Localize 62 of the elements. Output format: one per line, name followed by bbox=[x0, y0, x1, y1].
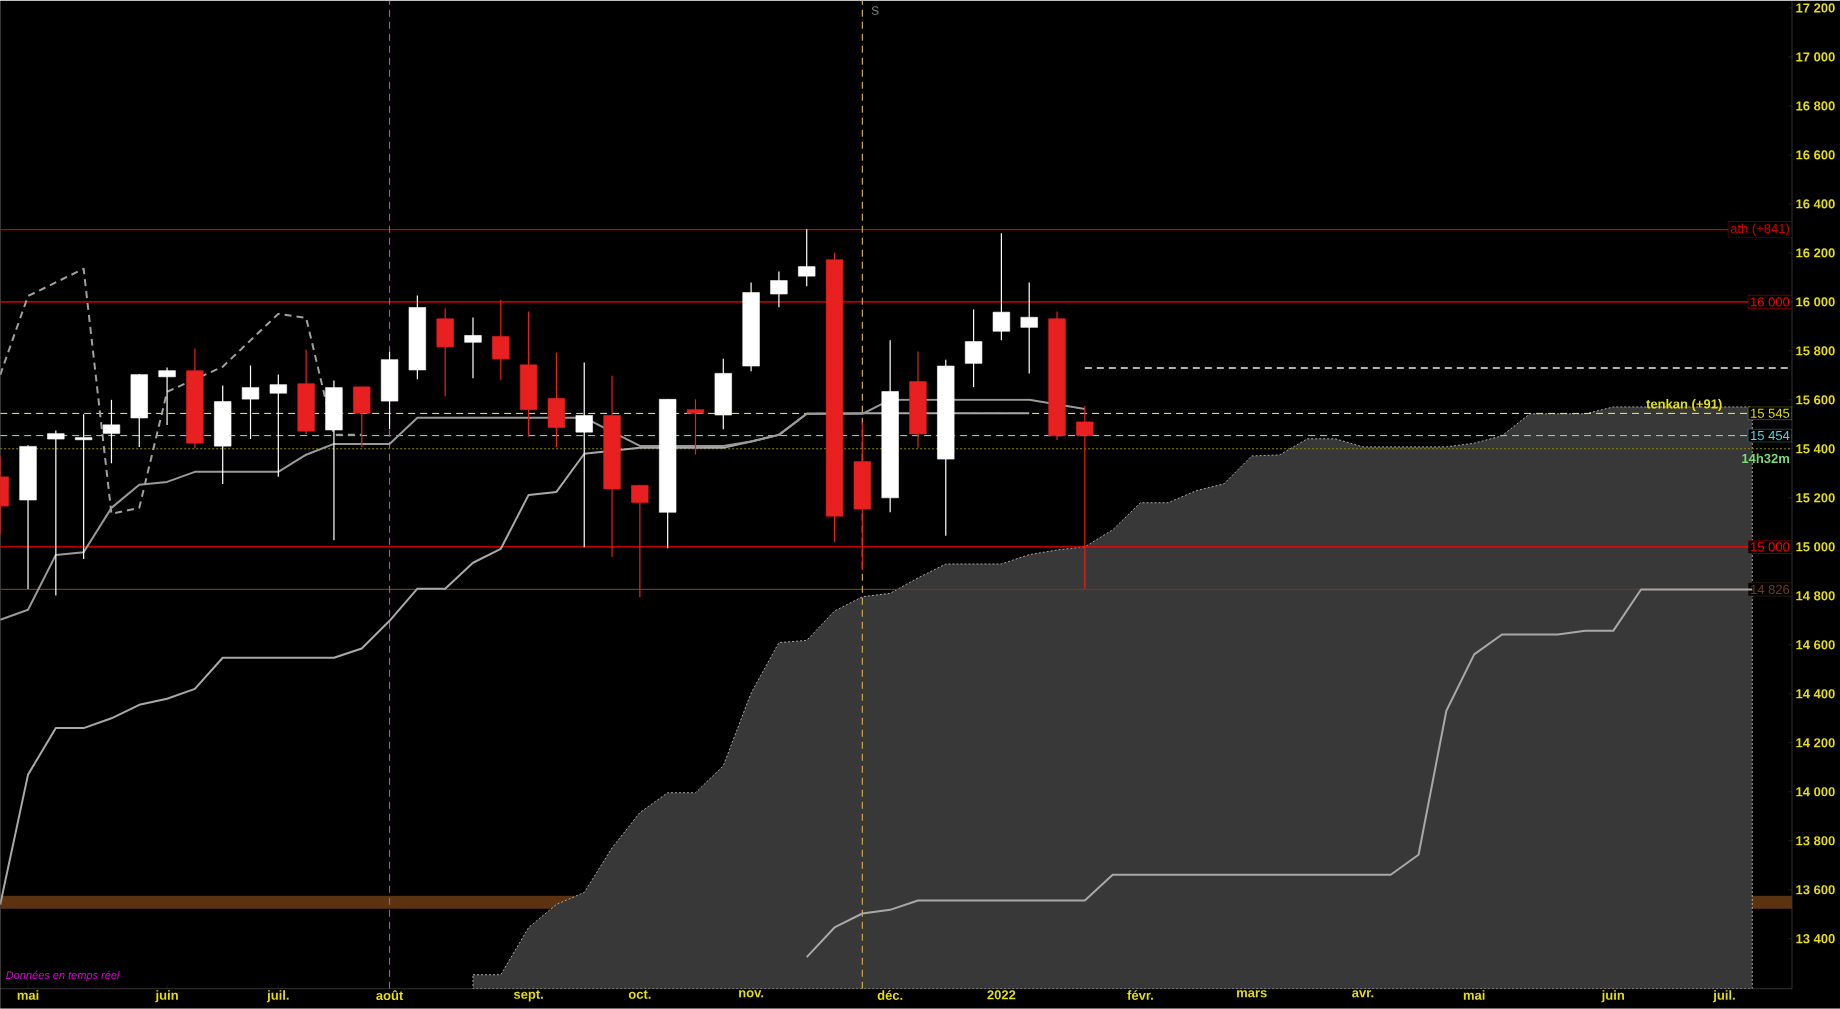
y-tick-label: 16 800 bbox=[1796, 101, 1835, 111]
candlestick bbox=[158, 367, 176, 426]
y-tick-label: 13 800 bbox=[1796, 836, 1835, 846]
chart-title: S bbox=[871, 6, 879, 15]
x-tick-label: mai bbox=[1463, 990, 1485, 1000]
x-tick-label: mars bbox=[1237, 990, 1267, 998]
y-tick-label: 14 800 bbox=[1796, 591, 1835, 601]
y-tick-label: 15 400 bbox=[1796, 444, 1835, 454]
candlestick bbox=[1020, 282, 1038, 375]
x-tick-label: juin bbox=[1601, 990, 1624, 1003]
candlestick bbox=[47, 430, 65, 597]
x-tick-label: nov. bbox=[739, 990, 764, 998]
x-tick-label: sept. bbox=[513, 990, 543, 1002]
y-tick-label: 14 600 bbox=[1796, 640, 1835, 650]
x-tick-label: juin bbox=[155, 990, 178, 1003]
y-tick-label: 16 000 bbox=[1796, 297, 1835, 307]
x-tick-label: 2022 bbox=[987, 990, 1016, 1000]
candlestick bbox=[75, 413, 93, 560]
y-tick-label: 15 800 bbox=[1796, 346, 1835, 356]
y-tick-label: 15 000 bbox=[1796, 542, 1835, 552]
y-tick-label: 13 400 bbox=[1796, 934, 1835, 944]
x-tick-label: avr. bbox=[1352, 990, 1374, 998]
x-tick-label: mai bbox=[17, 990, 39, 1000]
x-tick-label: févr. bbox=[1127, 990, 1153, 1001]
annotation: tenkan (+91) bbox=[1646, 399, 1722, 412]
candlestick bbox=[631, 484, 649, 599]
annotation: 14h32m bbox=[1742, 453, 1789, 464]
candlestick bbox=[770, 271, 788, 308]
ref-line-label: ath (+841) bbox=[1730, 223, 1789, 236]
candlestick bbox=[269, 374, 287, 478]
y-tick-label: 14 200 bbox=[1796, 738, 1835, 748]
x-tick-label: juil. bbox=[266, 990, 289, 1003]
candlestick bbox=[1076, 405, 1094, 590]
y-tick-label: 14 000 bbox=[1796, 787, 1835, 797]
x-tick-label: août bbox=[376, 990, 404, 1001]
y-tick-label: 14 400 bbox=[1796, 689, 1835, 699]
y-tick-label: 15 600 bbox=[1796, 395, 1835, 405]
x-tick-label: oct. bbox=[628, 990, 651, 999]
candlestick bbox=[964, 309, 983, 388]
ref-line-label: 15 000 bbox=[1751, 542, 1790, 552]
ref-line-label: 14 826 bbox=[1751, 584, 1790, 595]
y-tick-label: 15 200 bbox=[1796, 493, 1835, 503]
y-tick-label: 16 600 bbox=[1796, 150, 1835, 160]
candlestick bbox=[992, 232, 1011, 342]
candlestick bbox=[102, 399, 121, 465]
y-tick-label: 16 400 bbox=[1796, 199, 1835, 209]
candlestick bbox=[492, 299, 510, 381]
candlestick bbox=[798, 228, 816, 287]
annotation: Données en temps réel bbox=[6, 970, 120, 982]
ref-line-label: 16 000 bbox=[1751, 297, 1790, 307]
y-tick-label: 17 200 bbox=[1796, 3, 1835, 13]
x-tick-label: déc. bbox=[877, 990, 903, 1001]
x-tick-label: juil. bbox=[1713, 990, 1735, 1003]
candlestick bbox=[686, 398, 705, 456]
y-tick-label: 16 200 bbox=[1796, 248, 1835, 258]
candlestick bbox=[464, 317, 482, 380]
ref-line-label: 15 545 bbox=[1751, 408, 1790, 418]
candlestick bbox=[575, 362, 593, 549]
candlestick bbox=[241, 365, 260, 440]
y-tick-label: 17 000 bbox=[1796, 52, 1835, 62]
y-tick-label: 13 600 bbox=[1796, 885, 1835, 895]
ref-line-label: 15 454 bbox=[1751, 431, 1790, 441]
